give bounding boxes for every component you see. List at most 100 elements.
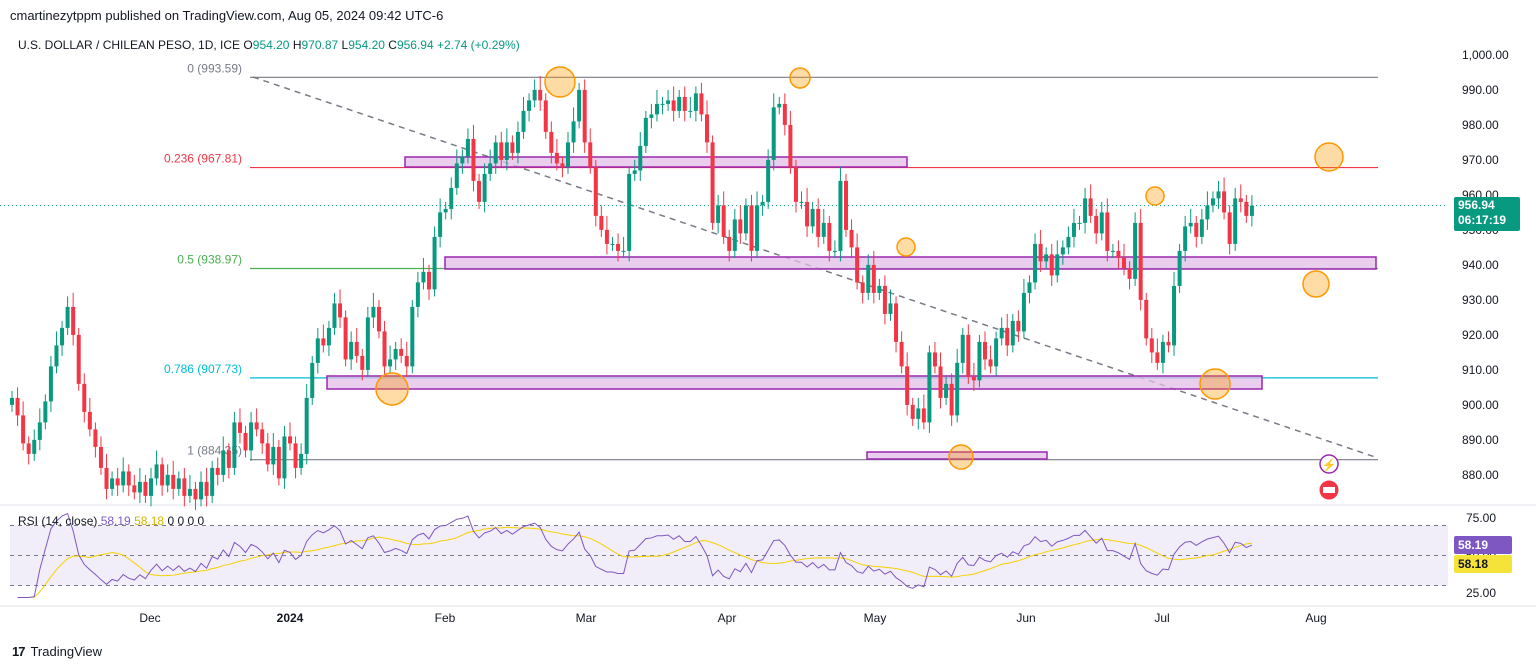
candle-body [54, 345, 59, 367]
candle-body [682, 96, 687, 111]
candle-body [994, 338, 999, 367]
candle-body [932, 352, 937, 367]
candle-body [827, 222, 832, 251]
candle-body [176, 478, 181, 489]
candle-body [1038, 243, 1043, 262]
candle-body [226, 450, 231, 468]
candle-body [471, 138, 476, 181]
fib-level-label: 0 (993.59) [187, 61, 242, 75]
rsi-line [17, 512, 1253, 598]
candle-body [199, 481, 204, 500]
candle-body [566, 142, 570, 167]
candle-body [1238, 198, 1243, 202]
candle-body [999, 327, 1004, 339]
candle-body [643, 117, 648, 146]
candle-body [1044, 254, 1049, 262]
candle-body [82, 383, 87, 412]
candle-body [304, 397, 309, 454]
candle-body [26, 443, 31, 454]
candle-body [1077, 222, 1082, 224]
candle-body [871, 264, 876, 293]
candle-body [310, 362, 315, 398]
tradingview-logo-text: TradingView [30, 644, 103, 659]
candle-body [882, 285, 887, 314]
candle-body [438, 212, 443, 237]
candle-body [860, 282, 865, 293]
candle-body [465, 138, 470, 157]
candle-body [599, 215, 604, 230]
candle-body [360, 355, 365, 370]
candle-body [760, 201, 765, 206]
candle-body [538, 89, 543, 101]
rsi-label[interactable]: RSI (14, close) [18, 514, 98, 528]
candle-body [527, 100, 532, 111]
candle-body [1105, 212, 1110, 251]
candle-body [1071, 222, 1076, 237]
candle-body [15, 397, 20, 416]
candle-body [477, 180, 482, 202]
candle-body [21, 415, 26, 444]
candle-body [1144, 299, 1149, 339]
candle-body [1110, 250, 1115, 252]
highlight-circle [1145, 186, 1165, 206]
candle-body [1027, 282, 1032, 293]
candle-body [254, 422, 259, 430]
candle-body [149, 478, 153, 496]
candle-body [237, 422, 242, 433]
candle-body [616, 243, 621, 251]
candle-body [716, 205, 721, 223]
candle-body [10, 397, 14, 405]
candle-body [282, 436, 287, 479]
candle-body [810, 208, 815, 227]
candle-body [432, 236, 437, 290]
low-label: L [341, 38, 349, 52]
candle-body [849, 229, 854, 248]
candle-body [610, 243, 615, 245]
candle-body [927, 352, 932, 423]
candle-body [660, 103, 665, 105]
candle-body [87, 411, 92, 430]
candle-body [577, 89, 582, 122]
candle-body [354, 341, 359, 356]
candle-body [76, 334, 81, 384]
candle-body [838, 180, 843, 251]
candle-body [805, 201, 810, 227]
candle-body [1227, 212, 1232, 244]
candle-body [571, 121, 576, 143]
price-axis-tick-label: 980.00 [1462, 118, 1499, 132]
candle-body [160, 464, 165, 486]
candle-body [399, 348, 404, 356]
candle-body [1122, 257, 1126, 269]
candle-body [582, 89, 587, 143]
candle-body [421, 271, 426, 283]
candle-body [677, 96, 682, 111]
candle-body [955, 362, 960, 416]
candle-body [666, 100, 671, 104]
candle-body [1099, 212, 1104, 234]
candle-body [1172, 285, 1177, 346]
candle-body [949, 383, 954, 416]
publisher-line: cmartinezytppm published on TradingView.… [10, 8, 444, 23]
candle-body [693, 93, 698, 111]
time-axis-tick-label: Aug [1305, 611, 1326, 625]
time-axis-tick-label: Jun [1016, 611, 1035, 625]
candle-body [1083, 198, 1088, 223]
candle-body [365, 317, 370, 370]
candle-body [1010, 320, 1015, 346]
candle-body [983, 341, 987, 360]
candle-body [821, 222, 826, 237]
candle-body [299, 453, 304, 468]
symbol-name[interactable]: U.S. DOLLAR / CHILEAN PESO, 1D, ICE [18, 38, 241, 52]
candle-body [1127, 268, 1132, 279]
price-axis-tick-label: 990.00 [1462, 83, 1499, 97]
candle-body [499, 142, 504, 160]
candle-body [187, 488, 192, 496]
highlight-circle [1314, 142, 1344, 172]
candle-body [415, 282, 420, 307]
candle-body [276, 446, 281, 479]
tradingview-logo[interactable]: 17 TradingView [12, 644, 102, 659]
candle-body [1205, 205, 1210, 220]
candle-body [727, 236, 732, 251]
rsi-ma-value-badge: 58.18 [1454, 555, 1512, 573]
